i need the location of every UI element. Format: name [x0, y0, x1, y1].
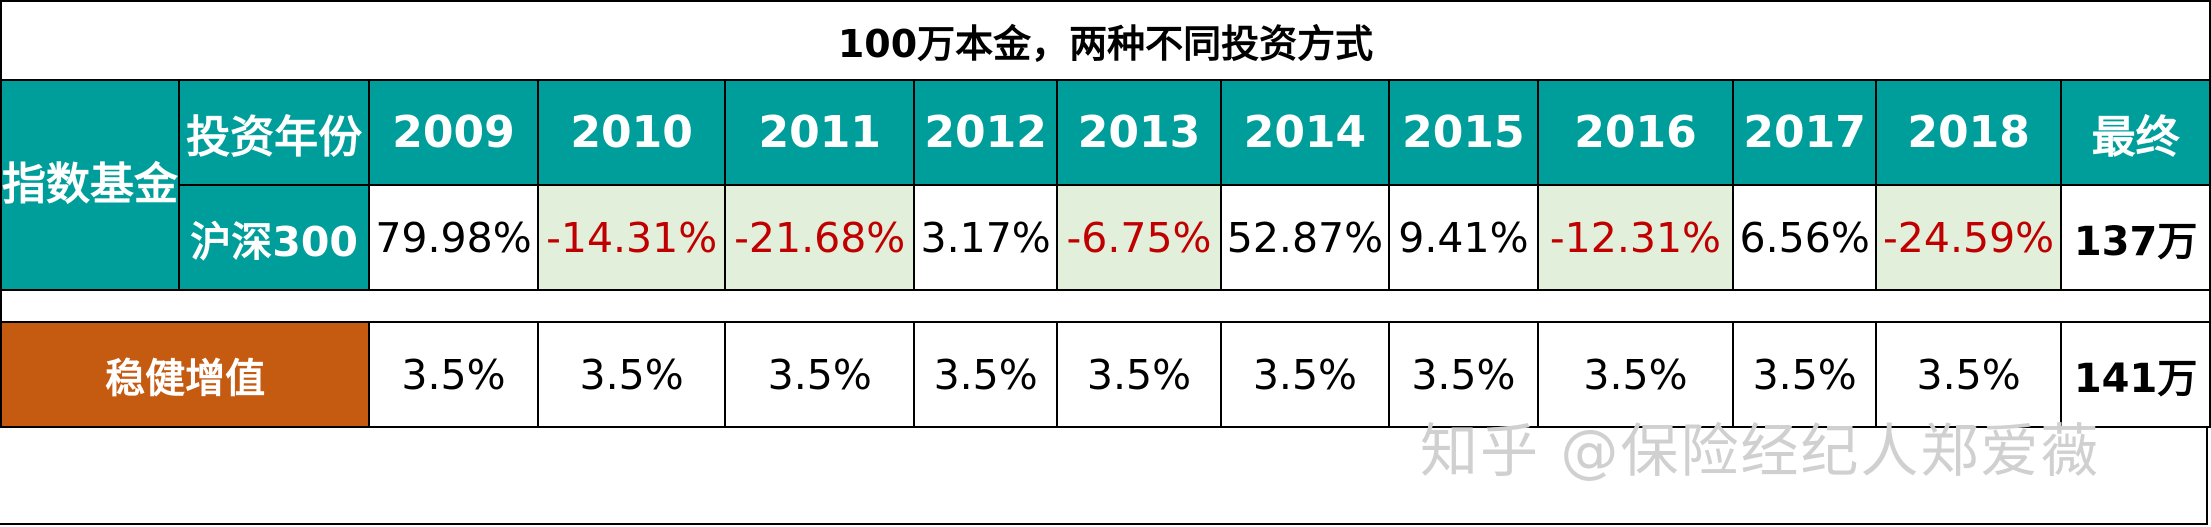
year-header: 2016 — [1536, 79, 1735, 186]
index-return-cell: -12.31% — [1536, 184, 1735, 291]
steady-return-cell: 3.5% — [368, 321, 539, 428]
year-header: 2015 — [1388, 79, 1539, 186]
year-header: 2017 — [1732, 79, 1877, 186]
steady-growth-label: 稳健增值 — [0, 321, 371, 428]
steady-return-cell: 3.5% — [724, 321, 915, 428]
year-header: 2009 — [368, 79, 539, 186]
index-return-cell: 79.98% — [368, 184, 539, 291]
steady-return-cell: 3.5% — [1874, 321, 2063, 428]
steady-return-cell: 3.5% — [1536, 321, 1735, 428]
steady-return-cell: 3.5% — [536, 321, 727, 428]
index-name: 沪深300 — [177, 184, 371, 291]
steady-return-cell: 3.5% — [1219, 321, 1391, 428]
index-return-cell: -14.31% — [536, 184, 727, 291]
year-header: 2018 — [1874, 79, 2063, 186]
index-fund-label: 指数基金 — [0, 79, 180, 291]
spacer-row — [0, 289, 2211, 323]
investment-year-header: 投资年份 — [177, 79, 371, 186]
table-title: 100万本金，两种不同投资方式 — [0, 0, 2211, 81]
steady-return-cell: 3.5% — [1388, 321, 1539, 428]
index-return-cell: 6.56% — [1732, 184, 1877, 291]
index-return-cell: 9.41% — [1388, 184, 1539, 291]
investment-comparison-table: 100万本金，两种不同投资方式 指数基金 投资年份 2009 2010 2011… — [0, 0, 2211, 428]
year-header: 2013 — [1056, 79, 1222, 186]
index-return-cell: -21.68% — [724, 184, 915, 291]
index-return-cell: -24.59% — [1874, 184, 2063, 291]
year-header: 2011 — [724, 79, 915, 186]
final-header: 最终 — [2060, 79, 2211, 186]
watermark: 知乎 @保险经纪人郑爱薇 — [1420, 417, 2101, 485]
steady-return-cell: 3.5% — [1732, 321, 1877, 428]
index-return-cell: 52.87% — [1219, 184, 1391, 291]
steady-final-value: 141万 — [2060, 321, 2211, 428]
index-return-cell: 3.17% — [912, 184, 1059, 291]
index-return-cell: -6.75% — [1056, 184, 1222, 291]
year-header: 2014 — [1219, 79, 1391, 186]
year-header: 2010 — [536, 79, 727, 186]
index-final-value: 137万 — [2060, 184, 2211, 291]
steady-return-cell: 3.5% — [912, 321, 1059, 428]
steady-return-cell: 3.5% — [1056, 321, 1222, 428]
year-header: 2012 — [912, 79, 1059, 186]
